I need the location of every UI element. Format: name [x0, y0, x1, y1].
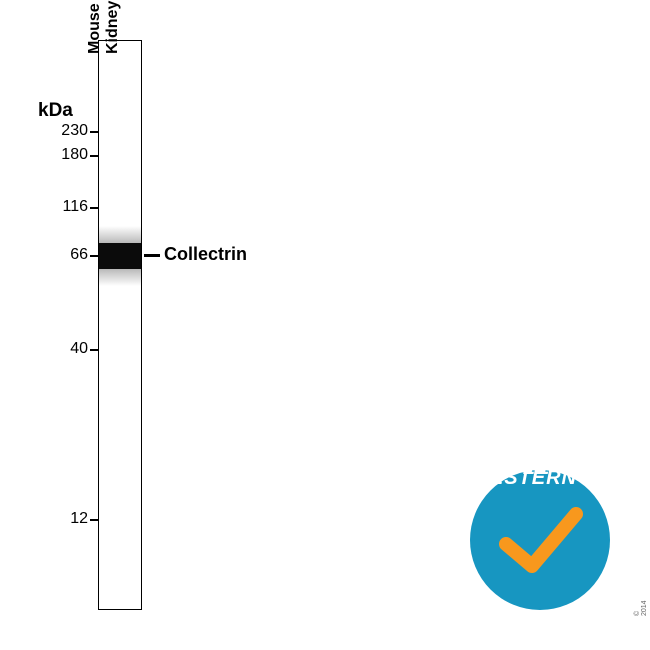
mw-marker-label: 116	[0, 198, 88, 216]
lane-label-line1: Mouse	[86, 3, 104, 54]
simple-western-badge: SIMPLEWESTERN	[470, 470, 610, 610]
mw-marker-label: 66	[0, 246, 88, 264]
copyright-text: © 2014	[634, 600, 648, 616]
badge-text-bottom: WESTERN	[470, 470, 577, 489]
unit-label: kDa	[38, 100, 73, 122]
band-pointer	[144, 254, 160, 257]
mw-marker-tick	[90, 255, 98, 257]
mw-marker-tick	[90, 207, 98, 209]
mw-marker-label: 230	[0, 122, 88, 140]
lane-label-line2: Kidney	[104, 1, 122, 54]
mw-marker-tick	[90, 519, 98, 521]
mw-marker-label: 12	[0, 510, 88, 528]
mw-marker-label: 40	[0, 340, 88, 358]
mw-marker-tick	[90, 131, 98, 133]
badge-svg: SIMPLEWESTERN	[470, 470, 610, 610]
mw-marker-tick	[90, 349, 98, 351]
mw-marker-label: 180	[0, 146, 88, 164]
protein-band	[99, 243, 141, 269]
blot-lane	[98, 40, 142, 610]
band-label: Collectrin	[164, 244, 247, 265]
mw-marker-tick	[90, 155, 98, 157]
checkmark-icon	[506, 514, 576, 566]
